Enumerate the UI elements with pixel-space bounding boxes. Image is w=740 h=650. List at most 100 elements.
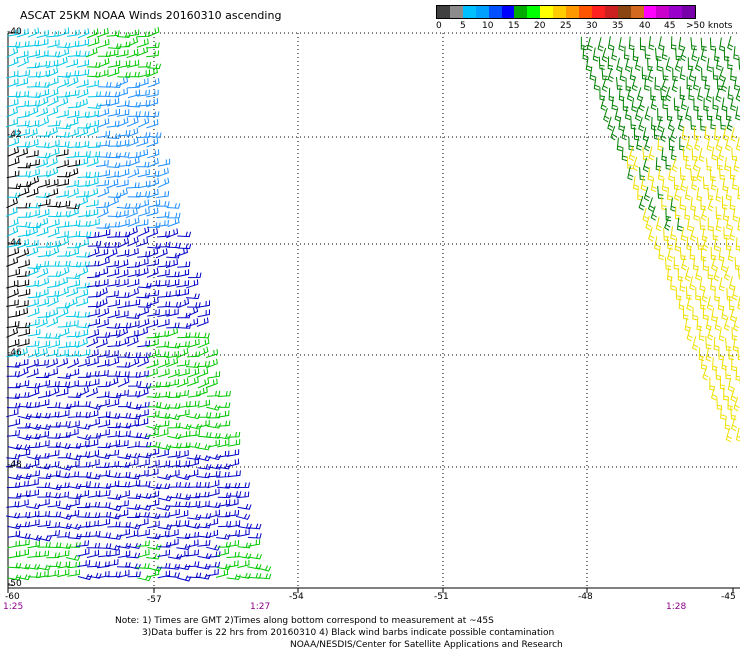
wind-barb — [247, 523, 262, 530]
wind-barb — [688, 67, 695, 82]
wind-barb — [116, 310, 129, 319]
wind-barb — [96, 223, 111, 229]
wind-barb — [195, 386, 208, 397]
wind-barb — [87, 247, 100, 258]
wind-barb — [157, 241, 171, 248]
wind-barb — [106, 162, 121, 169]
wind-barb — [680, 177, 687, 192]
wind-barb — [127, 320, 140, 329]
wind-barb — [176, 533, 191, 540]
wind-barb — [146, 441, 161, 448]
wind-barb — [16, 511, 31, 518]
wind-barb — [96, 179, 110, 187]
wind-barb — [186, 279, 199, 289]
wind-barb — [116, 542, 132, 549]
wind-barb — [6, 482, 21, 489]
wind-barb — [116, 49, 129, 58]
wind-barb — [6, 57, 19, 68]
wind-barb — [702, 236, 709, 252]
wind-barb — [126, 137, 139, 147]
wind-barb — [27, 307, 40, 318]
wind-barb — [196, 332, 210, 339]
scale-segment — [604, 6, 618, 18]
wind-barb — [723, 47, 730, 62]
wind-barb — [146, 410, 160, 418]
wind-barb — [610, 125, 617, 141]
wind-barb — [146, 569, 160, 578]
wind-barb — [97, 257, 110, 267]
wind-barb — [693, 206, 700, 221]
lon-label-54: -54 — [289, 592, 304, 602]
wind-barb — [16, 444, 31, 451]
wind-barb — [26, 433, 41, 440]
wind-barb — [714, 316, 721, 331]
wind-barb — [16, 380, 30, 388]
wind-barb — [116, 109, 130, 117]
wind-barb — [718, 146, 725, 162]
wind-barb — [116, 203, 131, 209]
wind-barb — [117, 490, 130, 499]
wind-barb — [626, 156, 633, 170]
wind-barb — [665, 86, 672, 102]
wind-barb — [7, 183, 22, 190]
wind-barb — [116, 117, 129, 128]
wind-barb — [57, 72, 72, 78]
wind-barb — [56, 482, 70, 488]
wind-barb — [196, 360, 210, 368]
wind-barb — [186, 492, 201, 499]
wind-barb — [116, 209, 129, 218]
scale-segment — [475, 6, 489, 18]
wind-barb — [136, 388, 149, 398]
wind-barb — [107, 60, 121, 68]
wind-barb — [126, 278, 140, 288]
wind-barb — [186, 539, 199, 548]
scale-tick-label: 10 — [482, 21, 494, 31]
wind-barb — [166, 327, 179, 338]
wind-barb — [137, 207, 150, 217]
wind-barb — [76, 434, 92, 441]
wind-barb — [76, 79, 89, 88]
wind-barb — [106, 398, 120, 408]
wind-barb — [85, 199, 99, 208]
wind-barb — [711, 256, 718, 272]
wind-barb — [87, 218, 100, 227]
wind-barb — [607, 116, 614, 132]
wind-barb — [668, 167, 675, 182]
wind-barb — [6, 98, 19, 108]
wind-barb — [6, 320, 20, 328]
wind-barb — [601, 77, 608, 92]
wind-barb — [187, 368, 200, 378]
scale-tick-label: 30 — [586, 21, 598, 31]
wind-barb — [205, 529, 219, 539]
wind-barb — [17, 434, 32, 441]
wind-barb — [727, 85, 734, 101]
wind-barb — [6, 41, 21, 48]
wind-barb — [36, 29, 49, 39]
wind-barb — [735, 87, 740, 102]
wind-barb — [117, 168, 130, 178]
wind-barb — [642, 157, 650, 173]
wind-barb — [106, 179, 119, 189]
wind-barb — [57, 171, 71, 178]
wind-barb — [6, 257, 19, 267]
wind-barb — [694, 136, 701, 151]
wind-barb — [644, 45, 651, 60]
wind-barb — [7, 310, 21, 318]
wind-barb — [167, 212, 181, 219]
wind-barb — [57, 91, 71, 98]
scale-segment — [630, 6, 644, 18]
wind-barb — [684, 317, 691, 332]
wind-barb — [647, 197, 655, 212]
wind-barb — [107, 329, 121, 337]
wind-barb — [196, 491, 210, 498]
wind-barb — [719, 166, 726, 180]
wind-barb — [6, 107, 19, 118]
wind-barb — [658, 36, 665, 51]
wind-barb — [106, 413, 121, 419]
wind-barb — [36, 96, 49, 108]
wind-barb — [226, 540, 240, 548]
wind-barb — [107, 299, 120, 308]
wind-barb — [76, 266, 89, 278]
wind-barb — [77, 180, 91, 187]
wind-barb — [56, 302, 71, 309]
